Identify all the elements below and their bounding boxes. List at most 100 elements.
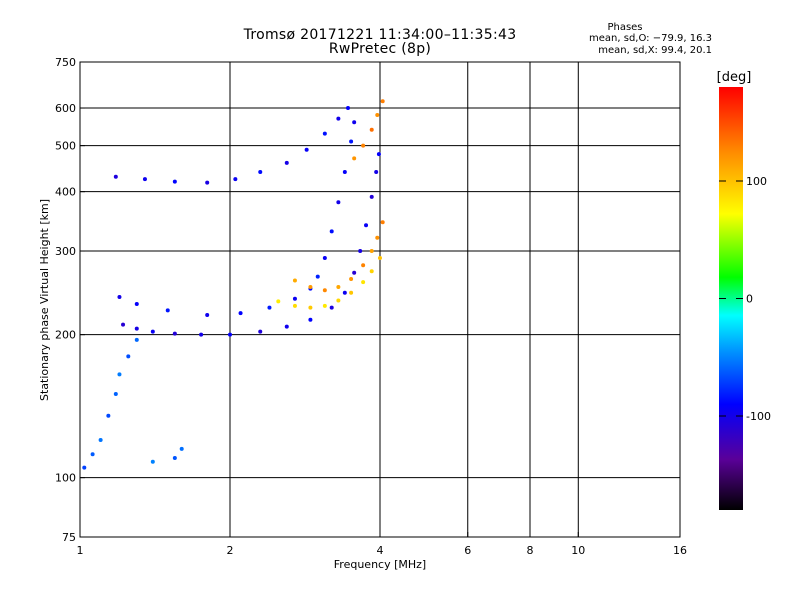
colorbar-label: [deg] — [717, 70, 752, 85]
data-point — [284, 324, 289, 329]
data-point — [205, 313, 210, 318]
x-tick-label: 2 — [227, 544, 234, 557]
trace-o-mode-f-layer — [121, 152, 381, 337]
data-point — [308, 284, 313, 289]
data-point — [228, 332, 232, 337]
data-point — [304, 147, 309, 152]
data-point — [361, 143, 366, 148]
data-point — [106, 413, 111, 418]
data-point — [345, 106, 350, 111]
trace-o-mode-upper — [113, 106, 350, 185]
data-point — [369, 127, 374, 132]
x-tick-label: 4 — [377, 544, 384, 557]
data-point — [322, 131, 327, 136]
trace-o-mode-secondary — [117, 120, 357, 318]
data-point — [292, 303, 297, 308]
colorbar-tick-label: 0 — [746, 293, 753, 306]
data-point — [179, 446, 184, 451]
stats-x-mode: mean, sd,X: 99.4, 20.1 — [598, 45, 712, 56]
data-point — [172, 179, 177, 184]
chart-title: Tromsø 20171221 11:34:00–11:35:43 — [243, 27, 517, 43]
data-point — [117, 372, 122, 377]
data-point — [336, 200, 341, 205]
y-tick-label: 500 — [55, 140, 76, 153]
x-tick-label: 16 — [673, 544, 687, 557]
trace-x-mode-lower — [276, 256, 382, 310]
y-tick-label: 400 — [55, 186, 76, 199]
data-point — [329, 229, 334, 234]
y-axis-label: Stationary phase Virtual Height [km] — [38, 199, 51, 401]
data-point — [134, 337, 139, 342]
y-tick-label: 750 — [55, 56, 76, 69]
data-point — [352, 156, 357, 161]
stats-o-mode: mean, sd,O: −79.9, 16.3 — [589, 33, 712, 44]
data-point — [113, 174, 118, 179]
trace-low-frequency-echoes — [82, 337, 184, 470]
data-point — [292, 296, 297, 301]
data-point — [90, 452, 95, 457]
data-point — [315, 274, 320, 279]
data-point — [380, 99, 385, 104]
x-tick-label: 6 — [464, 544, 471, 557]
data-point — [233, 177, 238, 182]
x-tick-label: 8 — [527, 544, 534, 557]
data-point — [375, 113, 380, 118]
data-point — [126, 354, 131, 359]
stats-heading: Phases — [607, 22, 643, 33]
data-point — [349, 276, 354, 281]
data-point — [150, 329, 155, 334]
data-point — [121, 322, 126, 327]
data-point — [329, 305, 334, 310]
x-tick-label: 1 — [77, 544, 84, 557]
data-point — [358, 249, 363, 254]
data-point — [336, 284, 341, 289]
data-point — [375, 235, 380, 240]
data-point — [284, 160, 289, 165]
data-point — [352, 120, 357, 125]
data-point — [258, 329, 263, 334]
trace-x-mode-f-layer — [292, 220, 385, 293]
y-tick-label: 300 — [55, 245, 76, 258]
data-point — [113, 392, 118, 397]
data-point — [150, 459, 155, 464]
data-point — [342, 290, 347, 295]
data-point — [380, 220, 385, 225]
y-tick-label: 600 — [55, 102, 76, 115]
y-tick-label: 100 — [55, 472, 76, 485]
colorbar-ticks: 100 0 -100 — [719, 175, 771, 423]
y-tick-label: 75 — [62, 531, 76, 544]
data-point — [82, 465, 87, 470]
data-point — [238, 311, 243, 316]
data-point — [267, 305, 272, 310]
colorbar-tick-label: -100 — [746, 410, 771, 423]
data-point — [342, 170, 347, 175]
data-point — [98, 438, 103, 443]
data-points — [82, 99, 385, 470]
data-point — [336, 298, 341, 303]
data-point — [369, 194, 374, 199]
data-point — [172, 455, 177, 460]
data-point — [142, 177, 147, 182]
colorbar-tick-label: 100 — [746, 175, 767, 188]
data-point — [172, 331, 177, 336]
data-point — [276, 299, 281, 304]
trace-x-mode-upper — [352, 99, 385, 161]
data-point — [364, 223, 369, 228]
data-point — [369, 249, 374, 254]
data-point — [349, 139, 354, 144]
data-point — [308, 317, 313, 322]
data-point — [352, 270, 357, 275]
data-point — [361, 263, 366, 268]
data-point — [292, 278, 297, 283]
data-point — [322, 288, 327, 293]
data-point — [374, 170, 379, 175]
data-point — [369, 269, 374, 274]
x-tick-label: 10 — [571, 544, 585, 557]
data-point — [361, 280, 366, 285]
data-point — [117, 295, 122, 300]
data-point — [258, 170, 263, 175]
data-point — [308, 305, 313, 310]
data-point — [378, 256, 382, 261]
data-point — [336, 116, 341, 121]
